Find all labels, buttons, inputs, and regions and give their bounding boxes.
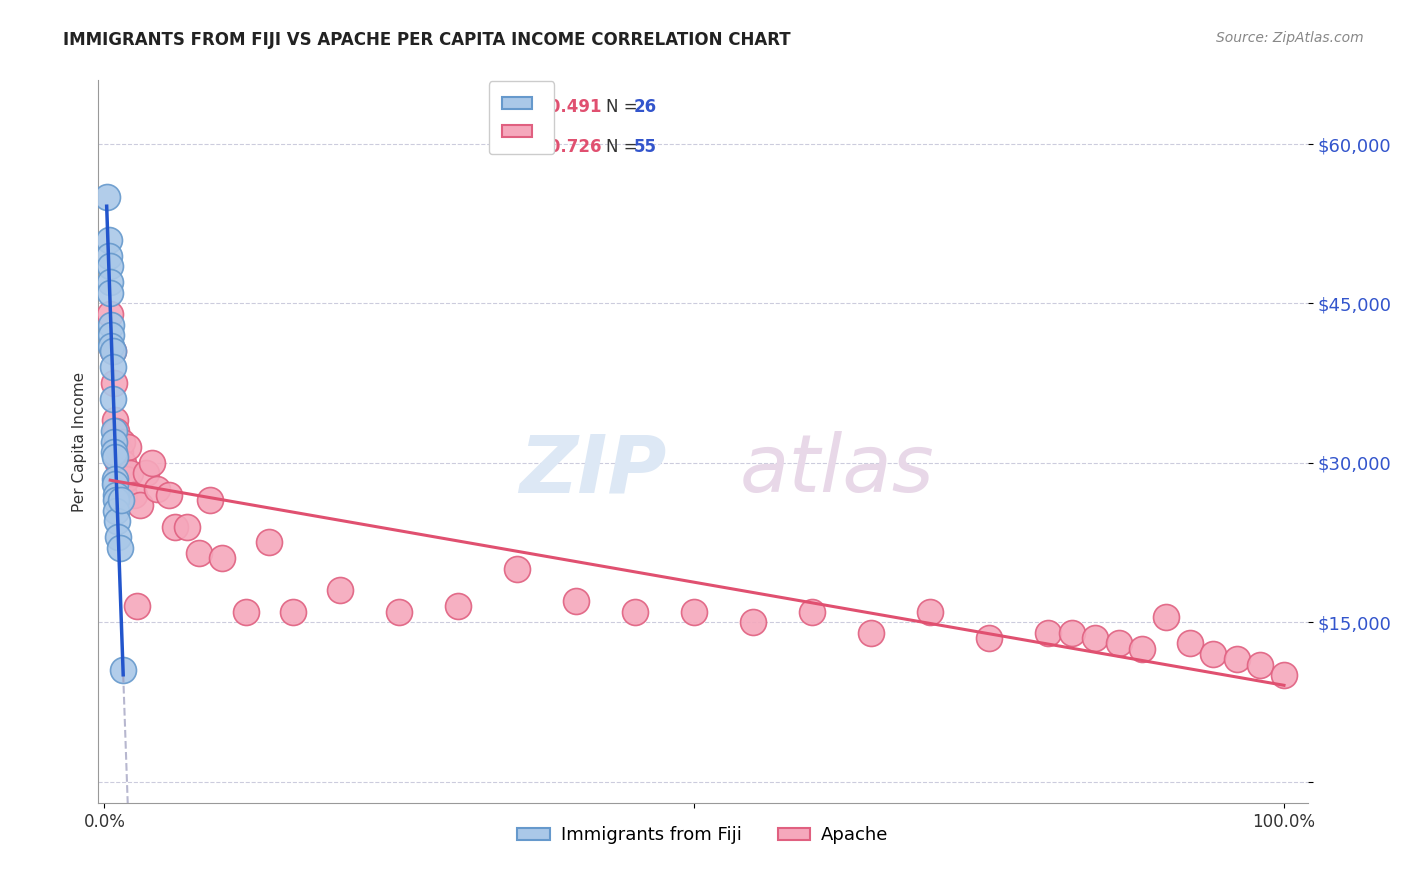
Text: N =: N = (606, 138, 643, 156)
Point (211, 551, 233, 566)
Point (388, 605, 411, 619)
Point (742, 615, 765, 630)
Point (235, 605, 257, 619)
Point (104, 477, 127, 491)
Point (200, 493, 222, 508)
Point (100, 339, 122, 353)
Point (112, 456, 135, 470)
Point (96, 190, 118, 204)
Text: -0.726: -0.726 (543, 138, 602, 156)
Text: ZIP: ZIP (519, 432, 666, 509)
Point (98, 259, 121, 273)
Point (1226, 652, 1249, 666)
Point (920, 605, 942, 619)
Point (111, 434, 134, 449)
Point (165, 519, 187, 533)
Point (103, 434, 125, 449)
Point (101, 392, 124, 406)
Point (101, 344, 124, 359)
Point (98, 307, 121, 321)
Point (281, 605, 304, 619)
Point (107, 456, 129, 470)
Point (128, 498, 150, 512)
Point (101, 360, 124, 375)
Text: N =: N = (606, 98, 643, 116)
Point (259, 535, 281, 549)
Point (447, 599, 470, 614)
Point (1108, 636, 1130, 650)
Point (98, 233, 121, 247)
Y-axis label: Per Capita Income: Per Capita Income (72, 371, 87, 512)
Point (105, 440, 128, 454)
Point (157, 488, 180, 502)
Point (135, 467, 157, 481)
Point (120, 467, 142, 481)
Point (105, 434, 128, 449)
Text: Source: ZipAtlas.com: Source: ZipAtlas.com (1216, 31, 1364, 45)
Point (105, 488, 128, 502)
Point (100, 328, 122, 343)
Point (105, 424, 128, 438)
Point (1060, 625, 1083, 640)
Point (103, 445, 125, 459)
Point (108, 541, 131, 555)
Point (105, 514, 128, 528)
Point (801, 605, 824, 619)
Point (329, 583, 352, 598)
Point (110, 477, 132, 491)
Text: -0.491: -0.491 (543, 98, 602, 116)
Point (101, 344, 124, 359)
Text: atlas: atlas (740, 432, 934, 509)
Text: 26: 26 (634, 98, 657, 116)
Point (146, 483, 169, 497)
Point (127, 599, 149, 614)
Point (624, 605, 647, 619)
Point (1272, 668, 1295, 682)
Point (122, 488, 145, 502)
Point (103, 376, 125, 390)
Point (112, 663, 135, 677)
Point (105, 503, 128, 517)
Point (1036, 625, 1059, 640)
Point (1249, 657, 1271, 672)
Point (98, 249, 121, 263)
Point (108, 445, 131, 459)
Point (1084, 631, 1107, 645)
Text: 55: 55 (634, 138, 657, 156)
Point (1202, 647, 1225, 661)
Point (100, 318, 122, 332)
Point (176, 519, 198, 533)
Point (683, 605, 706, 619)
Point (1178, 636, 1201, 650)
Point (107, 530, 129, 544)
Point (1154, 610, 1177, 624)
Point (103, 424, 125, 438)
Point (114, 472, 136, 486)
Point (1132, 641, 1154, 656)
Point (977, 631, 1000, 645)
Point (98, 275, 121, 289)
Point (141, 456, 163, 470)
Point (105, 493, 128, 508)
Point (112, 488, 135, 502)
Point (117, 440, 139, 454)
Point (860, 625, 883, 640)
Legend: Immigrants from Fiji, Apache: Immigrants from Fiji, Apache (510, 819, 896, 852)
Point (104, 413, 127, 427)
Point (506, 562, 529, 576)
Point (565, 594, 588, 608)
Point (110, 493, 132, 508)
Text: IMMIGRANTS FROM FIJI VS APACHE PER CAPITA INCOME CORRELATION CHART: IMMIGRANTS FROM FIJI VS APACHE PER CAPIT… (63, 31, 792, 49)
Point (108, 461, 131, 475)
Point (104, 450, 127, 465)
Text: R =: R = (509, 138, 546, 156)
Point (187, 546, 209, 560)
Point (104, 472, 127, 486)
Text: R =: R = (509, 98, 546, 116)
Point (98, 285, 121, 300)
